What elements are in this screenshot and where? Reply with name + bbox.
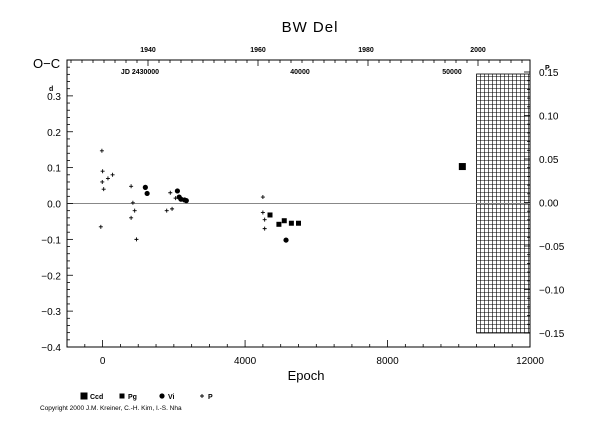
top-year-label: 1940	[140, 47, 156, 54]
data-point-p	[129, 215, 134, 220]
data-point-p	[99, 148, 104, 153]
chart-title: BW Del	[282, 19, 339, 36]
copyright-text: Copyright 2000 J.M. Kreiner, C.-H. Kim, …	[40, 405, 182, 412]
y-axis-unit: d	[49, 86, 53, 93]
right-tick-label: 0.15	[539, 68, 559, 79]
legend-marker-ccd	[80, 392, 88, 400]
top-jd-label: 40000	[290, 69, 310, 76]
legend: Ccd Pg Vi P	[80, 392, 213, 401]
y-tick-label: −0.1	[41, 235, 61, 246]
right-tick-label: −0.10	[539, 286, 565, 297]
data-point-p	[168, 190, 173, 195]
legend-label: Ccd	[90, 394, 103, 401]
data-point-pg	[267, 212, 273, 218]
x-tick-label: 12000	[516, 356, 544, 367]
data-point-p	[98, 224, 103, 229]
y-tick-label: 0.2	[47, 128, 61, 139]
right-tick-label: 0.05	[539, 155, 559, 166]
right-tick-label: −0.05	[539, 242, 565, 253]
top-year-label: 1980	[358, 47, 374, 54]
right-tick-label: −0.15	[539, 329, 565, 340]
top-year-label: 2000	[470, 47, 486, 54]
data-point-p	[262, 226, 267, 231]
data-point-pg	[296, 220, 301, 226]
legend-marker-p	[200, 394, 204, 398]
data-point-vi	[142, 184, 148, 190]
data-point-p	[132, 208, 137, 213]
right-axis-unit: P	[545, 65, 550, 72]
data-point-p	[164, 208, 169, 213]
top-year-label: 1960	[250, 47, 266, 54]
top-jd-label: 50000	[442, 69, 462, 76]
data-point-pg	[288, 220, 294, 226]
legend-label: Vi	[168, 394, 175, 401]
right-tick-label: 0.00	[539, 199, 559, 210]
x-axis-label: Epoch	[288, 368, 325, 383]
data-point-vi	[174, 188, 181, 194]
y-tick-label: 0.3	[47, 92, 61, 103]
y-axis-label: O−C	[33, 56, 60, 71]
y-tick-label: 0.1	[47, 164, 61, 175]
data-point-p	[129, 184, 134, 189]
data-point-p	[110, 172, 115, 177]
data-point-vi	[183, 198, 189, 204]
x-tick-label: 0	[100, 356, 106, 367]
data-point-p	[134, 237, 139, 242]
y-tick-label: −0.3	[41, 307, 61, 318]
data-point-p	[170, 206, 175, 211]
data-point-p	[173, 196, 178, 201]
data-point-vi	[283, 237, 289, 243]
right-tick-label: 0.10	[539, 112, 559, 123]
data-point-p	[100, 169, 105, 174]
x-tick-label: 4000	[234, 356, 257, 367]
legend-label: P	[208, 394, 213, 401]
data-point-vi	[144, 190, 150, 197]
data-point-pg	[276, 221, 282, 227]
legend-marker-vi	[159, 393, 165, 399]
data-point-p	[262, 217, 267, 222]
data-point-p	[100, 179, 105, 184]
x-tick-label: 8000	[376, 356, 399, 367]
y-tick-label: −0.4	[41, 343, 61, 354]
y-tick-label: 0.0	[47, 200, 61, 211]
data-point-p	[260, 210, 265, 215]
top-jd-label: JD 2430000	[121, 69, 159, 76]
data-point-pg	[281, 218, 287, 224]
data-point-ccd	[458, 163, 466, 171]
data-point-p	[130, 200, 135, 205]
data-point-p	[260, 195, 265, 200]
legend-marker-pg	[119, 393, 125, 399]
data-point-p	[105, 176, 110, 181]
data-point-p	[101, 187, 106, 192]
legend-label: Pg	[128, 394, 137, 401]
y-tick-label: −0.2	[41, 271, 61, 282]
